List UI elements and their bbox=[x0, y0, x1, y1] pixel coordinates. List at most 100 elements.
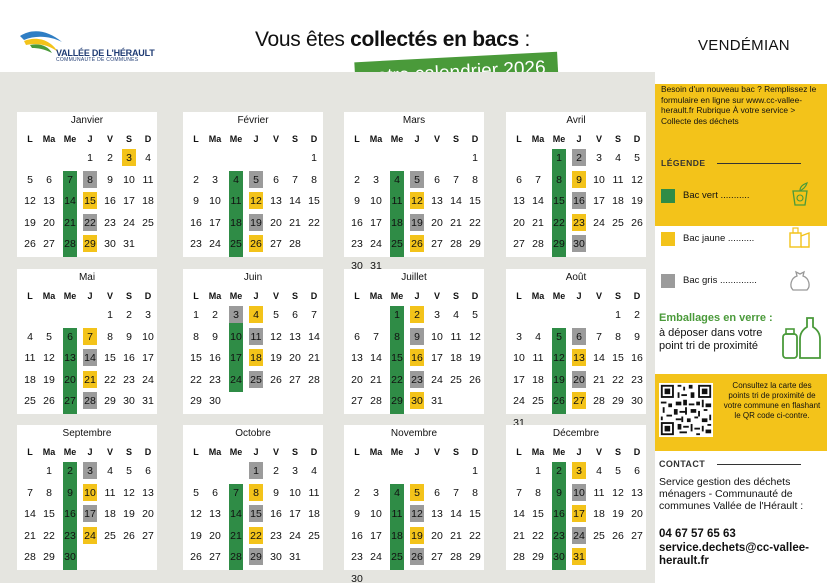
weekday-header: V bbox=[433, 447, 440, 457]
day-cell: 16 bbox=[411, 352, 423, 364]
day-cell: 31 bbox=[370, 259, 382, 272]
day-cell: 29 bbox=[553, 238, 565, 250]
day-cell: 22 bbox=[391, 373, 403, 386]
day-cell: 1 bbox=[615, 309, 621, 321]
day-cell: 6 bbox=[576, 330, 582, 343]
day-cell: 12 bbox=[612, 486, 624, 499]
day-cell: 8 bbox=[615, 330, 621, 343]
month-name: Mars bbox=[402, 115, 426, 126]
grey-collection-mark bbox=[83, 462, 97, 479]
day-cell: 17 bbox=[370, 529, 382, 542]
green-collection-bar bbox=[390, 306, 404, 414]
day-cell: 27 bbox=[573, 395, 585, 407]
day-cell: 25 bbox=[308, 529, 320, 542]
day-cell: 7 bbox=[453, 486, 459, 499]
yellow-collection-mark bbox=[410, 192, 424, 209]
day-cell: 2 bbox=[634, 309, 640, 321]
weekday-header: D bbox=[310, 134, 318, 144]
day-cell: 27 bbox=[270, 238, 282, 250]
packaging-icon bbox=[789, 227, 810, 248]
day-cell: 5 bbox=[46, 330, 52, 343]
day-cell: 31 bbox=[142, 395, 154, 407]
day-cell: 23 bbox=[411, 373, 423, 386]
day-cell: 4 bbox=[394, 173, 400, 186]
yellow-collection-mark bbox=[122, 149, 136, 166]
title-prefix: Vous êtes bbox=[255, 28, 351, 51]
yellow-collection-mark bbox=[410, 483, 424, 501]
day-cell: 22 bbox=[553, 216, 565, 229]
yellow-collection-mark bbox=[572, 505, 586, 522]
day-cell: 27 bbox=[142, 529, 154, 542]
day-cell: 28 bbox=[230, 551, 242, 563]
day-cell: 20 bbox=[431, 216, 443, 229]
day-cell: 9 bbox=[354, 508, 360, 520]
yellow-collection-mark bbox=[249, 349, 263, 366]
grey-collection-mark bbox=[410, 213, 424, 231]
logo-text: VALLÉE DE L'HÉRAULT bbox=[56, 48, 155, 58]
day-cell: 23 bbox=[351, 238, 363, 250]
day-cell: 14 bbox=[64, 195, 76, 207]
weekday-header: D bbox=[633, 447, 641, 457]
day-cell: 15 bbox=[250, 508, 262, 520]
yellow-collection-mark bbox=[83, 327, 97, 345]
day-cell: 13 bbox=[43, 195, 55, 207]
day-cell: 13 bbox=[142, 486, 154, 499]
day-cell: 25 bbox=[230, 238, 242, 250]
green-collection-bar bbox=[390, 170, 404, 257]
day-cell: 12 bbox=[270, 330, 282, 343]
weekday-header: J bbox=[87, 291, 93, 301]
glass-bottles-icon bbox=[782, 317, 821, 359]
day-cell: 18 bbox=[450, 352, 462, 364]
day-cell: 21 bbox=[370, 373, 382, 386]
day-cell: 18 bbox=[250, 352, 262, 364]
day-cell: 8 bbox=[253, 486, 259, 499]
qr-code[interactable] bbox=[659, 383, 713, 437]
day-cell: 18 bbox=[24, 373, 36, 386]
weekday-header: Me bbox=[229, 134, 243, 144]
weekday-header: V bbox=[272, 291, 279, 301]
day-cell: 8 bbox=[46, 486, 52, 499]
day-cell: 19 bbox=[631, 195, 643, 207]
day-cell: 10 bbox=[370, 195, 382, 207]
day-cell: 19 bbox=[469, 352, 481, 364]
day-cell: 21 bbox=[513, 529, 525, 542]
day-cell: 15 bbox=[104, 352, 116, 364]
day-cell: 20 bbox=[142, 508, 154, 520]
day-cell: 12 bbox=[553, 352, 565, 364]
calendar-area: Janvier L Ma Me J V S D 1 2 3 4 5 6 7 8 9 10 11 12 13 14 15 16 1… bbox=[0, 72, 655, 583]
weekday-header: D bbox=[144, 134, 152, 144]
title-suffix: : bbox=[518, 28, 530, 51]
day-cell: 16 bbox=[209, 352, 221, 364]
month-name: Août bbox=[565, 272, 587, 283]
day-cell: 30 bbox=[553, 551, 565, 563]
weekday-header: D bbox=[471, 291, 479, 301]
day-cell: 1 bbox=[46, 465, 52, 477]
weekday-header: J bbox=[253, 134, 259, 144]
day-cell: 21 bbox=[24, 529, 36, 542]
contact-phone[interactable]: 04 67 57 65 63 bbox=[659, 528, 736, 540]
day-cell: 21 bbox=[64, 216, 76, 229]
contact-email[interactable]: service.dechets@cc-vallee-herault.fr bbox=[659, 542, 809, 567]
day-cell: 10 bbox=[142, 330, 154, 343]
weekday-header: Ma bbox=[208, 291, 222, 301]
day-cell: 26 bbox=[631, 216, 643, 229]
day-cell: 6 bbox=[67, 330, 73, 343]
month-name: Mai bbox=[78, 272, 96, 283]
grey-collection-mark bbox=[83, 349, 97, 366]
day-cell: 27 bbox=[289, 373, 301, 386]
day-cell: 5 bbox=[615, 465, 621, 477]
grey-collection-mark bbox=[249, 505, 263, 522]
day-cell: 7 bbox=[27, 486, 33, 499]
day-cell: 31 bbox=[513, 416, 525, 429]
day-cell: 10 bbox=[123, 173, 135, 186]
day-cell: 3 bbox=[292, 465, 298, 477]
weekday-header: S bbox=[614, 291, 621, 301]
day-cell: 8 bbox=[311, 173, 317, 186]
day-cell: 18 bbox=[532, 373, 544, 386]
day-cell: 18 bbox=[612, 195, 624, 207]
weekday-header: D bbox=[144, 447, 152, 457]
yellow-collection-mark bbox=[410, 349, 424, 366]
day-cell: 5 bbox=[273, 309, 279, 321]
grey-collection-mark bbox=[572, 370, 586, 388]
yellow-collection-mark bbox=[83, 192, 97, 209]
